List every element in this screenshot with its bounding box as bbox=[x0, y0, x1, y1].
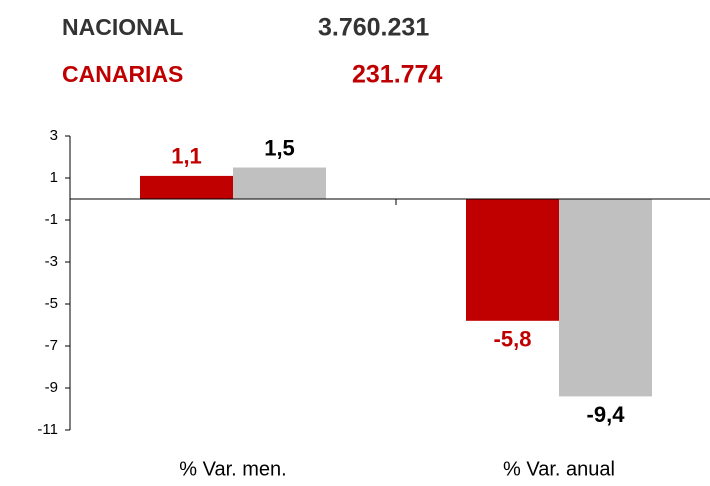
bar bbox=[140, 175, 233, 199]
y-tick-label: 1 bbox=[50, 169, 58, 186]
y-tick-label: -1 bbox=[45, 211, 58, 228]
bar bbox=[466, 199, 559, 321]
value-label: -9,4 bbox=[587, 402, 626, 427]
x-tick-label: % Var. men. bbox=[179, 458, 286, 480]
header-label: CANARIAS bbox=[62, 61, 183, 87]
y-tick-label: -5 bbox=[45, 295, 58, 312]
x-tick-label: % Var. anual bbox=[503, 458, 615, 480]
header-label: NACIONAL bbox=[62, 14, 183, 40]
y-tick-label: -11 bbox=[37, 421, 58, 438]
bar bbox=[233, 167, 326, 199]
value-label: -5,8 bbox=[494, 327, 532, 352]
header-value: 231.774 bbox=[352, 61, 442, 89]
y-tick-label: -3 bbox=[45, 253, 58, 270]
header-value: 3.760.231 bbox=[318, 14, 429, 42]
bar bbox=[559, 199, 652, 397]
value-label: 1,5 bbox=[264, 135, 295, 160]
y-tick-label: 3 bbox=[50, 127, 58, 144]
value-label: 1,1 bbox=[171, 144, 202, 169]
y-tick-label: -7 bbox=[45, 337, 58, 354]
y-tick-label: -9 bbox=[45, 379, 58, 396]
